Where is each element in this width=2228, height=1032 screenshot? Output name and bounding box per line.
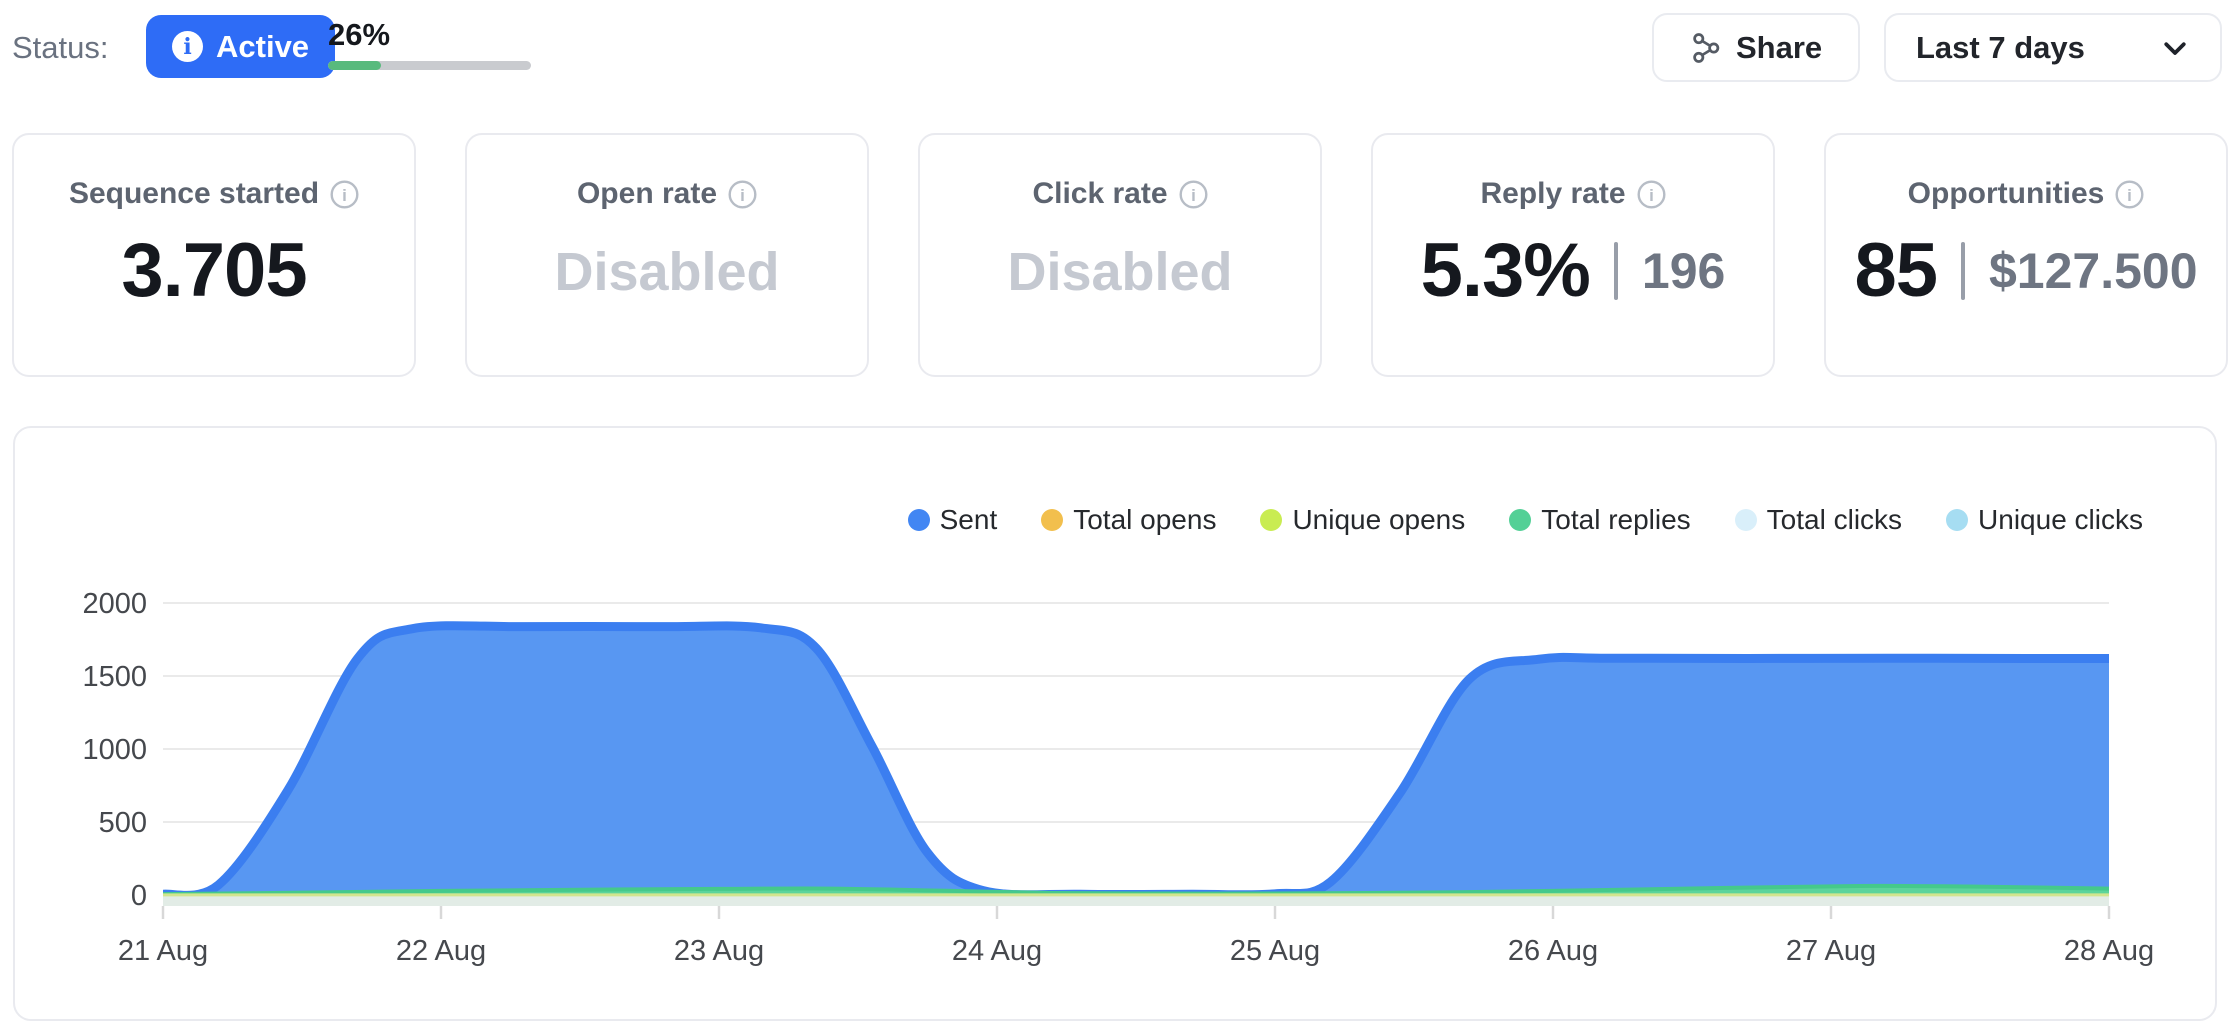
legend-item[interactable]: Sent bbox=[907, 504, 998, 536]
legend-label: Sent bbox=[939, 504, 998, 535]
stat-card-value: 5.3% bbox=[1420, 228, 1591, 313]
progress-fill bbox=[328, 61, 381, 70]
info-icon: i bbox=[172, 31, 203, 62]
svg-text:i: i bbox=[342, 186, 347, 205]
info-icon[interactable]: i bbox=[1179, 179, 1208, 209]
status-badge-label: Active bbox=[216, 28, 310, 64]
y-axis-label: 0 bbox=[131, 880, 147, 912]
legend-label: Total opens bbox=[1073, 504, 1217, 535]
chart-legend: Sent Total opens Unique opens Total replies… bbox=[907, 504, 2143, 536]
share-button-label: Share bbox=[1736, 29, 1823, 65]
chevron-down-icon bbox=[2160, 33, 2190, 63]
area-total-clicks bbox=[163, 893, 2109, 906]
progress-percent-label: 26% bbox=[328, 17, 391, 52]
legend-swatch-icon bbox=[907, 509, 930, 531]
date-range-select[interactable]: Last 7 days bbox=[1884, 13, 2222, 82]
x-axis-label: 24 Aug bbox=[952, 935, 1042, 967]
y-axis-label: 1000 bbox=[82, 734, 147, 766]
legend-swatch-icon bbox=[1734, 509, 1757, 531]
stat-card-value: Disabled bbox=[1007, 242, 1233, 302]
legend-swatch-icon bbox=[1041, 509, 1064, 531]
y-axis-label: 2000 bbox=[82, 588, 147, 620]
svg-text:i: i bbox=[1191, 186, 1196, 205]
x-axis-label: 23 Aug bbox=[674, 935, 764, 967]
x-axis-label: 25 Aug bbox=[1230, 935, 1320, 967]
x-axis-label: 22 Aug bbox=[396, 935, 486, 967]
info-icon[interactable]: i bbox=[330, 179, 359, 209]
legend-item[interactable]: Total replies bbox=[1509, 504, 1691, 536]
stat-card-opportunities: Opportunities i 85 $127.500 bbox=[1824, 133, 2228, 377]
info-icon[interactable]: i bbox=[2115, 179, 2144, 209]
info-icon[interactable]: i bbox=[728, 179, 757, 209]
chart-card: Sent Total opens Unique opens Total replies… bbox=[13, 426, 2217, 1021]
x-axis-label: 27 Aug bbox=[1786, 935, 1876, 967]
stat-card-label: Reply rate bbox=[1480, 177, 1626, 210]
share-button[interactable]: Share bbox=[1652, 13, 1861, 82]
legend-item[interactable]: Total clicks bbox=[1734, 504, 1903, 536]
y-axis-label: 1500 bbox=[82, 661, 147, 693]
stat-card-click-rate: Click rate i Disabled bbox=[918, 133, 1322, 377]
stat-card-open-rate: Open rate i Disabled bbox=[465, 133, 869, 377]
date-range-value: Last 7 days bbox=[1916, 29, 2085, 65]
x-axis-label: 21 Aug bbox=[118, 935, 208, 967]
stat-card-value: 3.705 bbox=[121, 228, 307, 313]
area-sent bbox=[163, 625, 2109, 906]
progress-bar bbox=[328, 61, 531, 70]
stat-card-value: 85 bbox=[1854, 228, 1938, 313]
stat-card-divider bbox=[1961, 241, 1965, 300]
x-axis-label: 28 Aug bbox=[2064, 935, 2154, 967]
svg-text:i: i bbox=[740, 186, 745, 205]
stat-card-label: Opportunities bbox=[1907, 177, 2105, 210]
stat-card-value: Disabled bbox=[554, 242, 780, 302]
legend-label: Unique clicks bbox=[1978, 504, 2143, 535]
stat-card-reply-rate: Reply rate i 5.3% 196 bbox=[1371, 133, 1775, 377]
y-axis-label: 500 bbox=[99, 807, 147, 839]
stat-card-label: Click rate bbox=[1032, 177, 1168, 210]
legend-swatch-icon bbox=[1946, 509, 1969, 531]
legend-label: Total clicks bbox=[1766, 504, 1903, 535]
stat-card-secondary-value: 196 bbox=[1641, 242, 1726, 299]
info-icon[interactable]: i bbox=[1637, 179, 1666, 209]
status-badge[interactable]: i Active bbox=[146, 15, 336, 78]
legend-item[interactable]: Unique opens bbox=[1260, 504, 1465, 536]
legend-item[interactable]: Total opens bbox=[1041, 504, 1216, 536]
stat-card-label: Sequence started bbox=[68, 177, 320, 210]
share-nodes-icon bbox=[1690, 32, 1720, 63]
stat-card-secondary-value: $127.500 bbox=[1989, 242, 2198, 299]
x-axis-label: 26 Aug bbox=[1508, 935, 1598, 967]
legend-label: Unique opens bbox=[1292, 504, 1466, 535]
svg-text:i: i bbox=[1649, 186, 1654, 205]
stat-card-divider bbox=[1613, 241, 1618, 300]
stat-card-sequence-started: Sequence started i 3.705 bbox=[12, 133, 416, 377]
legend-swatch-icon bbox=[1509, 509, 1532, 531]
svg-text:i: i bbox=[2127, 186, 2132, 205]
chart-plot: 0 500 1000 1500 2000 21 Aug 22 Aug 23 Aug 24 Aug… bbox=[82, 588, 2154, 967]
legend-label: Total replies bbox=[1541, 504, 1691, 535]
legend-item[interactable]: Unique clicks bbox=[1946, 504, 2143, 536]
stat-card-label: Open rate bbox=[576, 177, 718, 210]
status-label: Status: bbox=[12, 30, 109, 65]
legend-swatch-icon bbox=[1260, 509, 1283, 531]
